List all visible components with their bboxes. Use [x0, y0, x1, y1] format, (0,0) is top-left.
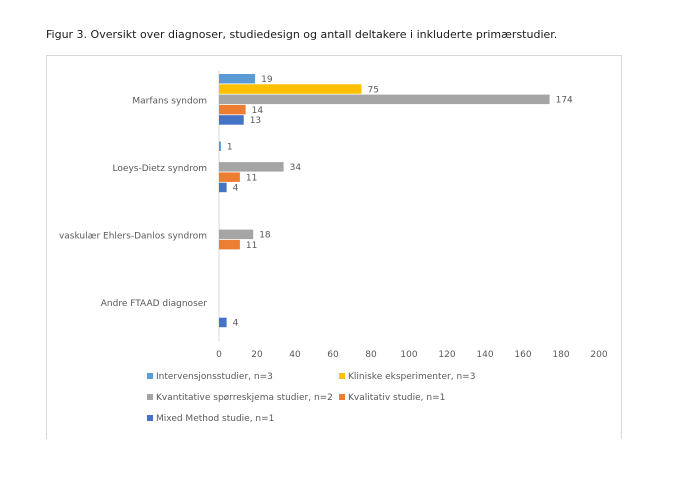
x-tick-label: 100 — [400, 350, 417, 360]
category-label: vaskulær Ehlers-Danlos syndrom — [59, 231, 207, 241]
data-label: 4 — [233, 184, 239, 194]
legend-label: Kliniske eksperimenter, n=3 — [348, 372, 475, 382]
bar — [219, 141, 221, 151]
data-label: 4 — [233, 319, 239, 329]
bar — [219, 317, 227, 328]
data-label: 11 — [246, 173, 257, 183]
data-label: 14 — [252, 106, 264, 116]
x-tick-label: 140 — [476, 350, 493, 360]
category-label: Marfans syndom — [132, 96, 207, 106]
legend-label: Intervensjonsstudier, n=3 — [156, 372, 273, 382]
category-label: Loeys-Dietz syndrom — [113, 164, 207, 174]
bar — [219, 162, 284, 172]
data-label: 19 — [261, 75, 273, 85]
bar — [219, 182, 227, 193]
bar — [219, 104, 246, 115]
x-tick-label: 160 — [514, 350, 531, 360]
bar — [219, 172, 240, 182]
bar — [219, 74, 256, 84]
x-tick-label: 40 — [289, 350, 301, 360]
legend-label: Kvalitativ studie, n=1 — [348, 393, 445, 403]
x-tick-label: 20 — [251, 350, 263, 360]
x-tick-label: 80 — [365, 350, 377, 360]
bar — [219, 239, 240, 250]
legend-label: Kvantitative spørreskjema studier, n=2 — [156, 393, 333, 403]
data-label: 1 — [227, 143, 233, 153]
legend-swatch — [147, 415, 153, 421]
figure-caption: Figur 3. Oversikt over diagnoser, studie… — [46, 28, 558, 41]
legend-label: Mixed Method studie, n=1 — [156, 414, 274, 424]
legend-swatch — [339, 373, 345, 379]
bar — [219, 115, 244, 125]
bar — [219, 94, 550, 105]
legend-swatch — [147, 394, 153, 400]
x-tick-label: 200 — [590, 350, 607, 360]
bar — [219, 84, 362, 94]
data-label: 18 — [259, 231, 271, 241]
chart-area — [46, 55, 622, 439]
x-tick-label: 180 — [552, 350, 569, 360]
data-label: 174 — [556, 96, 573, 106]
legend-swatch — [339, 394, 345, 400]
data-label: 13 — [250, 116, 261, 126]
legend-swatch — [147, 373, 153, 379]
data-label: 34 — [290, 163, 302, 173]
category-label: Andre FTAAD diagnoser — [101, 299, 208, 309]
x-tick-label: 60 — [327, 350, 339, 360]
bar — [219, 229, 254, 240]
data-label: 75 — [368, 85, 379, 95]
x-tick-label: 120 — [438, 350, 455, 360]
x-tick-label: 0 — [216, 350, 222, 360]
data-label: 11 — [246, 241, 257, 251]
